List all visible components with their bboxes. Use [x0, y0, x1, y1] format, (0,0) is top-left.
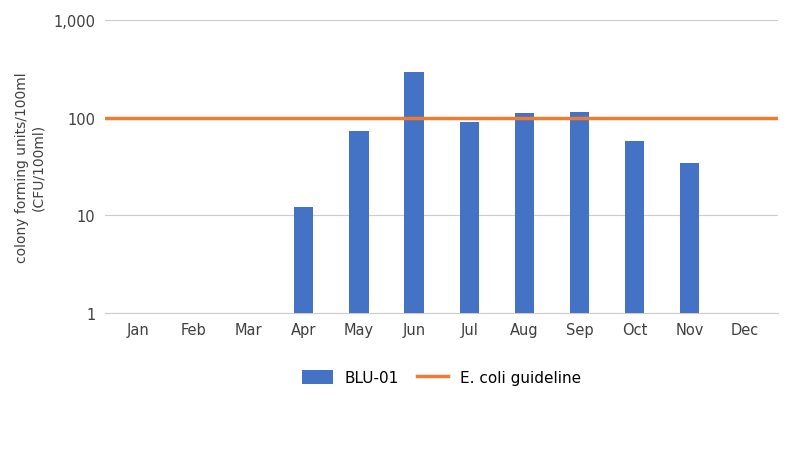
Y-axis label: colony forming units/100ml
(CFU/100ml): colony forming units/100ml (CFU/100ml)	[15, 72, 45, 262]
Legend: BLU-01, E. coli guideline: BLU-01, E. coli guideline	[296, 364, 588, 391]
Bar	[294, 208, 313, 451]
Bar	[460, 123, 479, 451]
Bar	[680, 164, 699, 451]
Bar	[515, 114, 534, 451]
Bar	[349, 132, 369, 451]
Bar	[570, 112, 589, 451]
Bar	[625, 141, 644, 451]
Bar	[404, 74, 423, 451]
